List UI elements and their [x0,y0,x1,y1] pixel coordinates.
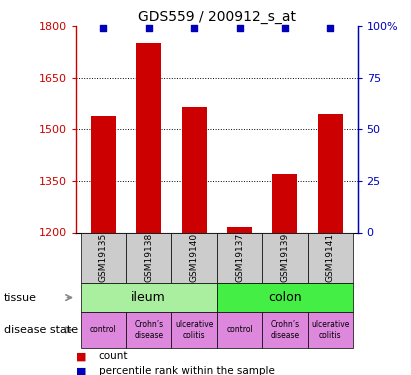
Text: GSM19139: GSM19139 [280,233,289,282]
Text: GSM19137: GSM19137 [235,233,244,282]
Bar [227,227,252,232]
Bar [136,44,161,232]
Text: ■: ■ [76,351,87,361]
Bar [171,232,217,283]
Text: GSM19140: GSM19140 [189,233,199,282]
Bar [262,312,307,348]
Point [145,26,152,32]
Bar [217,283,353,312]
Text: percentile rank within the sample: percentile rank within the sample [99,366,275,375]
Point [100,26,106,32]
Point [191,26,197,32]
Title: GDS559 / 200912_s_at: GDS559 / 200912_s_at [138,10,296,24]
Bar [307,312,353,348]
Text: disease state: disease state [4,325,78,335]
Bar [182,107,207,232]
Text: Crohn’s
disease: Crohn’s disease [270,320,300,340]
Text: ulcerative
colitis: ulcerative colitis [175,320,213,340]
Bar [91,116,116,232]
Bar [262,232,307,283]
Bar [217,312,262,348]
Point [236,26,243,32]
Bar [318,114,343,232]
Point [327,26,334,32]
Text: count: count [99,351,128,361]
Bar [81,283,217,312]
Text: colon: colon [268,291,302,304]
Bar [307,232,353,283]
Text: ulcerative
colitis: ulcerative colitis [311,320,349,340]
Text: ■: ■ [76,366,87,375]
Bar [126,232,171,283]
Text: GSM19135: GSM19135 [99,233,108,282]
Bar [217,232,262,283]
Bar [171,312,217,348]
Text: ileum: ileum [131,291,166,304]
Bar [81,232,126,283]
Text: control: control [90,326,117,334]
Text: Crohn’s
disease: Crohn’s disease [134,320,163,340]
Text: GSM19141: GSM19141 [326,233,335,282]
Text: GSM19138: GSM19138 [144,233,153,282]
Text: tissue: tissue [4,292,37,303]
Point [282,26,288,32]
Bar [272,174,298,232]
Text: control: control [226,326,253,334]
Bar [81,312,126,348]
Bar [126,312,171,348]
